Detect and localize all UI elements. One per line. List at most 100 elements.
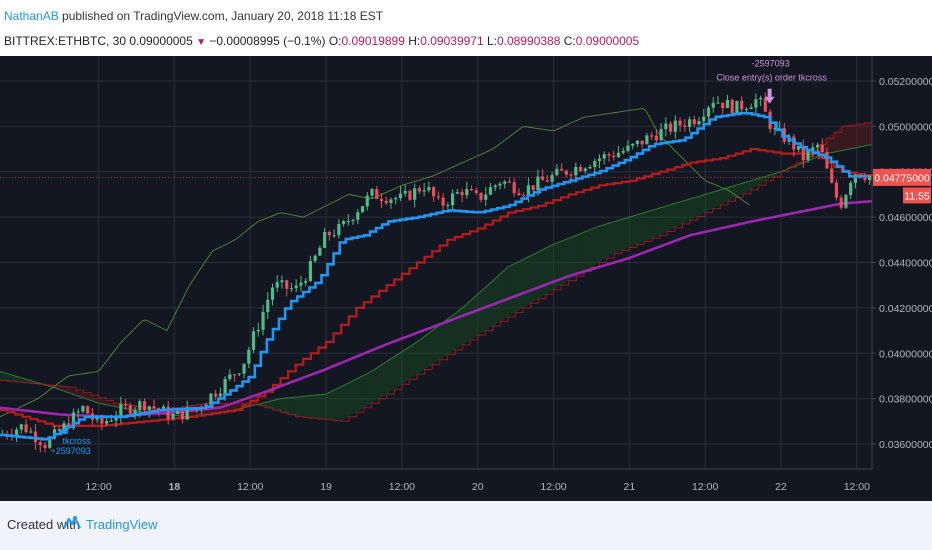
cloud-segment [508, 265, 512, 317]
candle-body [531, 185, 535, 190]
cloud-segment [11, 374, 16, 383]
candle-body [446, 205, 450, 207]
candle-body [71, 412, 76, 429]
x-tick-label: 22 [775, 481, 787, 493]
candle-body [578, 166, 583, 172]
candle-body [654, 135, 658, 141]
cloud-segment [424, 333, 429, 370]
cloud-segment [602, 223, 607, 261]
long-signal-arrow-icon [60, 427, 69, 434]
cloud-segment [75, 389, 80, 397]
candle-body [834, 182, 839, 198]
candle-body [484, 194, 488, 200]
close-label: C: [563, 34, 576, 48]
cloud-segment [288, 397, 292, 416]
time-axis[interactable]: 12:00 18 12:00 19 12:00 20 12:00 21 12:00 22 12:00 [85, 481, 870, 493]
candle-body [341, 221, 346, 224]
price-chart[interactable]: tkcross +2597093 -2597093 Close entry(s)… [0, 56, 932, 501]
candle-body [645, 135, 649, 145]
cloud-segment [606, 222, 611, 258]
cloud-segment [295, 396, 300, 418]
long-signal-label: tkcross [62, 436, 91, 446]
x-tick-label: 12:00 [540, 481, 566, 493]
cloud-segment [3, 372, 8, 382]
candle-body [593, 161, 597, 167]
close-signal-qty: -2597093 [752, 59, 790, 69]
candle-body [474, 190, 478, 193]
candle-body [138, 401, 142, 410]
cloud-segment [329, 390, 334, 421]
candle-body [123, 403, 128, 406]
cloud-segment [420, 336, 425, 372]
cloud-segment [576, 233, 581, 277]
candle-body [716, 102, 720, 104]
cloud-segment [451, 313, 455, 353]
candle-body [48, 437, 52, 448]
chart-area[interactable]: tkcross +2597093 -2597093 Close entry(s)… [0, 56, 932, 501]
candle-body [95, 417, 99, 420]
candle-body [668, 123, 673, 132]
candle-body [356, 212, 360, 220]
cloud-segment [477, 290, 482, 336]
close-signal-arrow-icon [764, 88, 775, 104]
candle-body [450, 193, 455, 206]
candle-body [801, 145, 805, 161]
cloud-segment [500, 270, 505, 322]
candle-body [692, 119, 696, 125]
cloud-segment [371, 368, 376, 404]
conversion-line [0, 111, 868, 441]
cloud-segment [109, 401, 114, 407]
author-link[interactable]: NathanAB [4, 9, 59, 23]
cloud-segment [708, 192, 713, 211]
cloud-segment [526, 255, 531, 306]
cloud-segment [265, 401, 270, 409]
cloud-segment [367, 371, 372, 406]
y-tick-label: 0.04200000 [879, 303, 932, 315]
candle-body [588, 166, 592, 169]
cloud-segment [390, 356, 395, 392]
x-tick-label: 12:00 [237, 481, 263, 493]
cloud-segment [610, 221, 615, 256]
candle-body [327, 231, 331, 236]
cloud-segment [739, 183, 744, 196]
cloud-segment [750, 179, 755, 190]
y-tick-label: 0.04600000 [879, 212, 932, 224]
candle-body [398, 193, 403, 199]
cloud-segment [379, 364, 383, 399]
cloud-segment [72, 388, 76, 396]
candle-body [427, 187, 431, 191]
candle-body [76, 411, 80, 413]
cloud-segment [492, 277, 497, 327]
cloud-segment [663, 205, 668, 234]
candle-body [228, 374, 232, 379]
low-label: L: [486, 34, 497, 48]
candle-body [763, 97, 767, 112]
cloud-segment [716, 189, 721, 207]
cloud-segment [564, 238, 569, 283]
cloud-segment [504, 267, 509, 320]
cloud-segment [644, 211, 649, 242]
cloud-segment [447, 316, 452, 355]
trade-signals: tkcross +2597093 -2597093 Close entry(s)… [50, 59, 827, 456]
candle-body [602, 154, 606, 159]
candle-body [635, 140, 640, 144]
candle-body [247, 349, 251, 364]
cloud-segment [470, 297, 474, 341]
cloud-segment [549, 244, 554, 292]
price-axis[interactable]: 0.052000000.050000000.048000000.04600000… [872, 76, 932, 451]
x-tick-label: 12:00 [389, 481, 415, 493]
candle-body [825, 152, 829, 169]
cloud-segment [345, 382, 349, 420]
cloud-segment [458, 307, 463, 348]
candle-body [740, 100, 744, 110]
candle-body [133, 409, 137, 414]
cloud-segment [701, 194, 706, 215]
publish-info: NathanAB published on TradingView.com, J… [4, 9, 383, 23]
tradingview-brand-link[interactable]: TradingView [86, 517, 158, 532]
cloud-segment [671, 203, 675, 230]
close-signal-label: Close entry(s) order tkcross [716, 73, 827, 83]
last-price: 0.09000005 [129, 34, 193, 48]
candle-body [650, 135, 654, 137]
tradingview-logo-icon[interactable] [63, 515, 81, 531]
cloud-segment [781, 169, 785, 172]
